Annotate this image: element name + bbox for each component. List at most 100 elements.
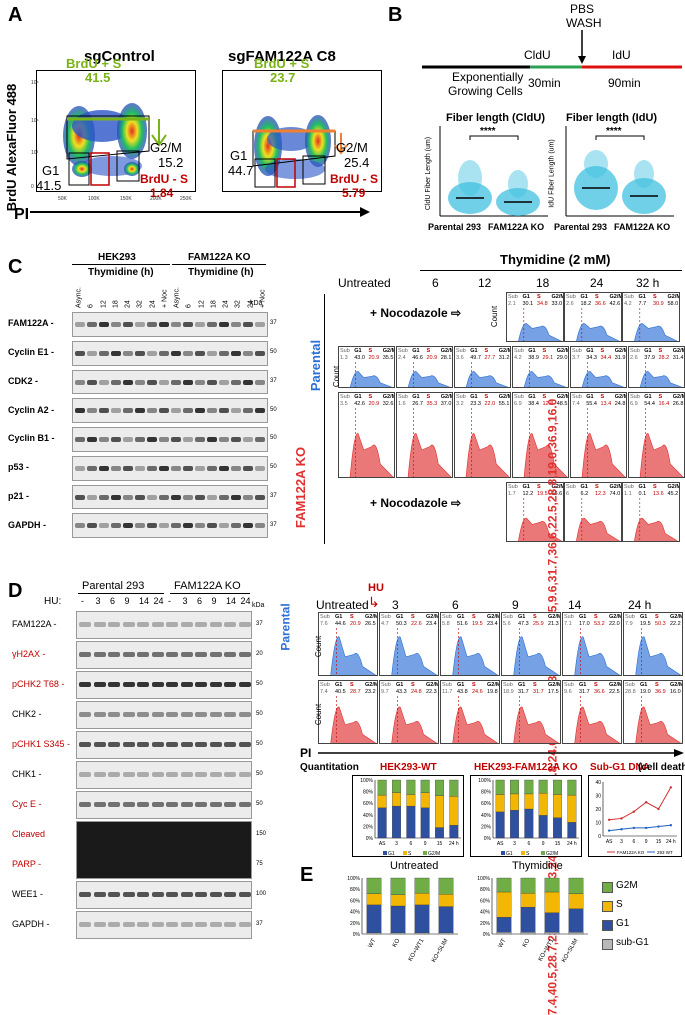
blot-label: Cyclin A2 - — [8, 404, 55, 415]
lane-label: - — [81, 596, 84, 606]
ytick-label: 10 — [595, 821, 601, 827]
panelB-t90: 90min — [608, 76, 641, 90]
flow-val: 23.3 — [470, 401, 481, 407]
blot-band — [137, 712, 149, 718]
panelB-ylabel-1: CldU Fiber Length (um) — [425, 136, 433, 211]
blot-band — [151, 652, 164, 658]
flow-hdr: G2/M — [556, 394, 569, 400]
bar-segment-g2m — [438, 877, 454, 895]
blot-band — [183, 465, 193, 471]
lane-label: 18 — [112, 300, 119, 308]
flow-hdr: Sub — [514, 348, 524, 354]
blot-band — [224, 892, 236, 898]
kda-mark: 37 — [270, 521, 277, 528]
blot-band — [195, 922, 207, 928]
blot-band — [75, 322, 85, 328]
bar-segment-g2m — [390, 877, 406, 895]
flow-hdr: S — [350, 614, 354, 620]
data-point — [632, 826, 636, 830]
blot-band — [255, 379, 265, 385]
blot-band — [207, 350, 217, 356]
panelD-time-6: 6 — [452, 598, 459, 612]
flow-val: 20.9 — [350, 621, 361, 627]
panelB-pbs: PBS — [570, 2, 595, 16]
blot-band — [123, 494, 133, 500]
panelD-lane-labels: -3 6 9 14 24-3 6 9 14 24 — [78, 596, 252, 608]
flow-hdr: Sub — [630, 348, 640, 354]
legend-label: S — [526, 851, 530, 857]
blot-band — [99, 494, 109, 500]
flow-hdr: G1 — [640, 682, 648, 688]
flow-val: 30.1 — [522, 301, 534, 307]
panelC-flow-grid: Sub G1 S G2/M 2.1 30.1 34.8 33.0 Sub G1 S G2/M 2.6 18… — [330, 292, 685, 544]
blot-band — [195, 379, 205, 385]
blot-band — [231, 437, 241, 443]
blot-band — [195, 772, 207, 778]
flow-val: 24.8 — [614, 401, 626, 407]
kda-mark: 50 — [270, 435, 277, 442]
flow-val: 13.6 — [653, 491, 664, 497]
panelA-g1-label-1: G1 — [42, 163, 60, 178]
ytick-label: 80% — [350, 887, 361, 893]
xtick-label: 6 — [632, 839, 635, 845]
legend-label: sub-G1 — [616, 937, 649, 948]
lane-label: - — [168, 596, 171, 606]
flow-val: 50.3 — [396, 621, 407, 627]
xtick-label: KO — [522, 938, 532, 949]
panelC-time-12: 12 — [478, 276, 492, 290]
flow-hdr: G1 — [396, 682, 404, 688]
flow-val: 29.0 — [556, 355, 568, 361]
flow-histogram — [523, 408, 568, 477]
flow-val: 20.9 — [426, 355, 438, 361]
flow-hdr: Sub — [503, 682, 513, 688]
panelD-parental-label: Parental — [278, 603, 293, 651]
flow-cell-hu-par: Sub G1 S G2/M 7.1 17.0 53.2 22.0 — [562, 612, 622, 676]
blot-band — [238, 892, 251, 898]
blot-band — [243, 523, 253, 529]
legend-swatch — [602, 901, 613, 912]
flow-hdr: Sub — [398, 394, 408, 400]
flow-hdr: G2/M — [365, 614, 378, 620]
blot-band — [183, 379, 193, 385]
flow-cell-par-noc: Sub G1 S G2/M 4.2 7.7 30.9 58.0 — [622, 292, 680, 342]
kda-mark: 50 — [270, 406, 277, 413]
bar-segment-subg1 — [544, 932, 560, 935]
blot-band — [123, 523, 133, 529]
blot-band — [135, 437, 145, 443]
flow-histogram — [518, 498, 562, 541]
bar-segment-s — [495, 794, 505, 813]
blot-strip — [72, 484, 268, 510]
blot-band — [219, 523, 229, 529]
flow-cell-par: Sub G1 S G2/M 2.6 37.9 28.2 31.4 — [628, 346, 685, 388]
lane-label: 14 — [139, 596, 150, 606]
blot-band — [122, 772, 135, 778]
xtick-label: KO+SLIM — [431, 938, 449, 964]
flow-val: 34.3 — [586, 355, 597, 361]
chart5-title: Thymidine — [512, 860, 563, 872]
lane-label: + Noc — [161, 289, 168, 308]
chart-untreated: 100% 80% 60% 40% 20% 0% WT KO KO+WT1 KO+SLIM — [347, 876, 458, 964]
blot-band — [219, 379, 229, 385]
blot-band — [122, 652, 135, 658]
panelA-x-arrow — [30, 207, 370, 217]
blot-label: Cyclin E1 - — [8, 347, 55, 358]
flow-hdr: G2/M — [365, 682, 378, 688]
flow-cell-par: Sub G1 S G2/M 1.3 43.0 20.9 35.5 — [338, 346, 395, 388]
legend-swatch — [602, 939, 613, 950]
flow-histogram — [518, 308, 562, 341]
xtick-label: AS — [497, 841, 504, 847]
blot-band — [238, 772, 251, 778]
blot-band — [75, 437, 85, 443]
blot-band — [137, 772, 149, 778]
bar-segment-g2m — [520, 877, 536, 894]
blot-band — [180, 892, 193, 898]
flow-val: 31.7 — [533, 689, 544, 695]
panelA-xtick: 200K — [150, 196, 162, 202]
blot-band — [79, 742, 91, 748]
flow-histogram — [639, 408, 684, 477]
panelC-flow-title: Thymidine (2 mM) — [500, 252, 611, 267]
flow-val: 38.4 — [528, 401, 539, 407]
flow-histogram — [581, 408, 626, 477]
blot-label: GAPDH - — [8, 519, 46, 530]
blot-band — [255, 322, 265, 328]
